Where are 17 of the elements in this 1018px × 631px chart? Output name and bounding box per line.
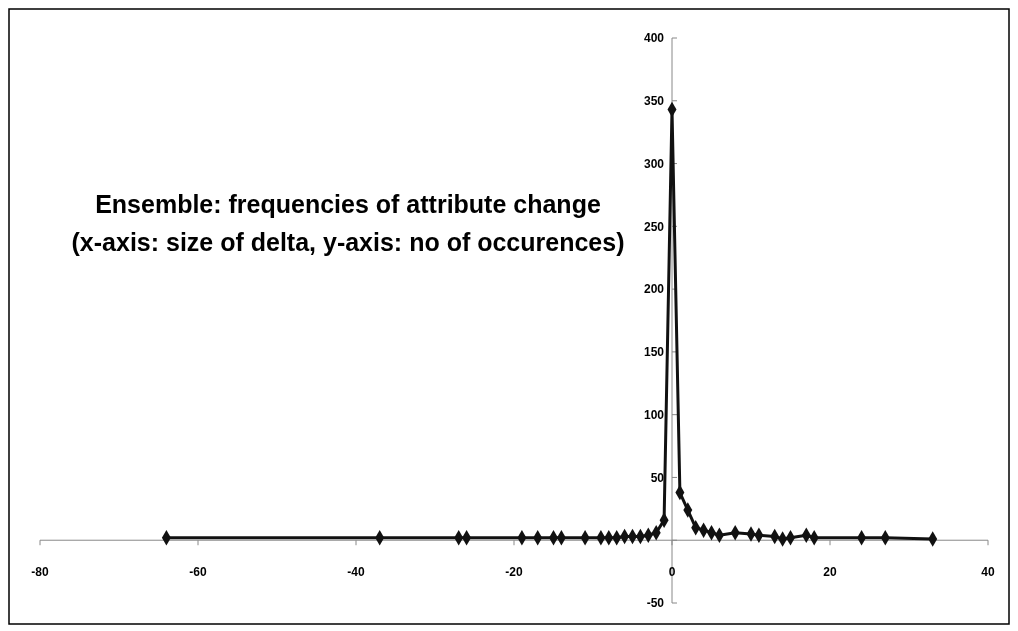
x-tick-label: 20 bbox=[823, 565, 837, 580]
x-tick-label: -60 bbox=[189, 565, 207, 580]
y-tick-label: -50 bbox=[646, 596, 665, 611]
y-tick-label: 200 bbox=[643, 282, 665, 297]
y-tick-label: 50 bbox=[650, 470, 665, 485]
x-tick-label: -20 bbox=[505, 565, 523, 580]
y-tick-label: 350 bbox=[643, 93, 665, 108]
x-tick-label: -40 bbox=[347, 565, 365, 580]
y-tick-label: 100 bbox=[643, 407, 665, 422]
x-tick-label: -80 bbox=[31, 565, 49, 580]
y-tick-label: 400 bbox=[643, 31, 665, 46]
y-tick-label: 150 bbox=[643, 345, 665, 360]
x-tick-label: 40 bbox=[981, 565, 995, 580]
y-tick-label: 250 bbox=[643, 219, 665, 234]
x-tick-label: 0 bbox=[668, 565, 676, 580]
text: Ensemble: frequencies of attribute change (x-axis: size of delta, y-axis: no of occurences) bbox=[71, 190, 625, 256]
y-tick-label: 300 bbox=[643, 156, 665, 171]
